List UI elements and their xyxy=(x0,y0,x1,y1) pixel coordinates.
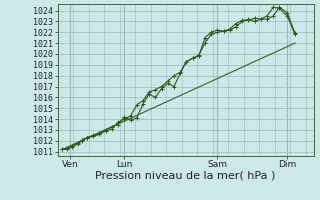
X-axis label: Pression niveau de la mer( hPa ): Pression niveau de la mer( hPa ) xyxy=(95,171,276,181)
